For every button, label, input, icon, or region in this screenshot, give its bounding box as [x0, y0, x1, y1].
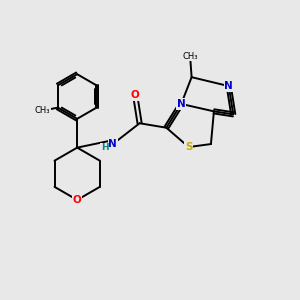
Text: N: N: [109, 139, 117, 149]
Text: S: S: [185, 142, 192, 152]
Text: O: O: [73, 195, 82, 205]
Text: CH₃: CH₃: [182, 52, 198, 61]
Text: N: N: [224, 81, 233, 91]
Text: H: H: [101, 143, 108, 152]
Text: N: N: [177, 99, 186, 109]
Text: O: O: [131, 90, 140, 100]
Text: CH₃: CH₃: [35, 106, 50, 115]
